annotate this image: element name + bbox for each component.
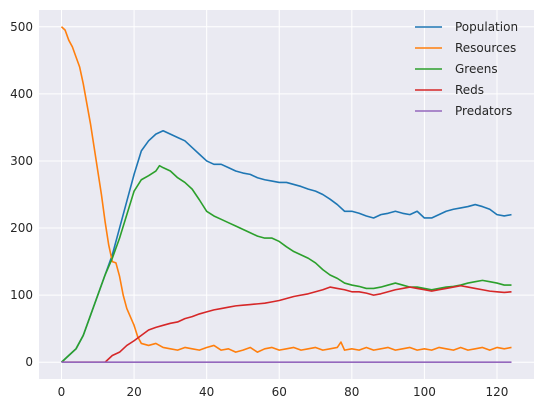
y-tick-label: 500 (10, 20, 33, 34)
legend-label-reds: Reds (455, 83, 484, 97)
y-tick-label: 0 (25, 355, 33, 369)
plot-background (39, 10, 534, 379)
x-tick-label: 60 (272, 385, 287, 399)
x-tick-label: 80 (344, 385, 359, 399)
series-line-population (60, 129, 512, 363)
x-tick-label: 100 (413, 385, 436, 399)
x-tick-label: 0 (58, 385, 66, 399)
y-tick-label: 200 (10, 221, 33, 235)
legend-label-greens: Greens (455, 62, 498, 76)
y-tick-label: 300 (10, 154, 33, 168)
series-lines (60, 26, 512, 364)
legend-label-resources: Resources (455, 41, 516, 55)
x-tick-label: 40 (199, 385, 214, 399)
x-tick-label: 20 (126, 385, 141, 399)
legend-label-population: Population (455, 20, 518, 34)
y-tick-label: 100 (10, 288, 33, 302)
legend: Population Resources Greens Reds Predators (415, 20, 518, 118)
series-line-greens (60, 164, 512, 363)
series-line-reds (61, 284, 512, 364)
x-axis-ticks: 0 20 40 60 80 100 120 (58, 385, 509, 399)
series-line-resources (60, 26, 512, 353)
legend-label-predators: Predators (455, 104, 512, 118)
x-tick-label: 120 (486, 385, 509, 399)
y-tick-label: 400 (10, 87, 33, 101)
y-axis-ticks: 0 100 200 300 400 500 (10, 20, 33, 369)
